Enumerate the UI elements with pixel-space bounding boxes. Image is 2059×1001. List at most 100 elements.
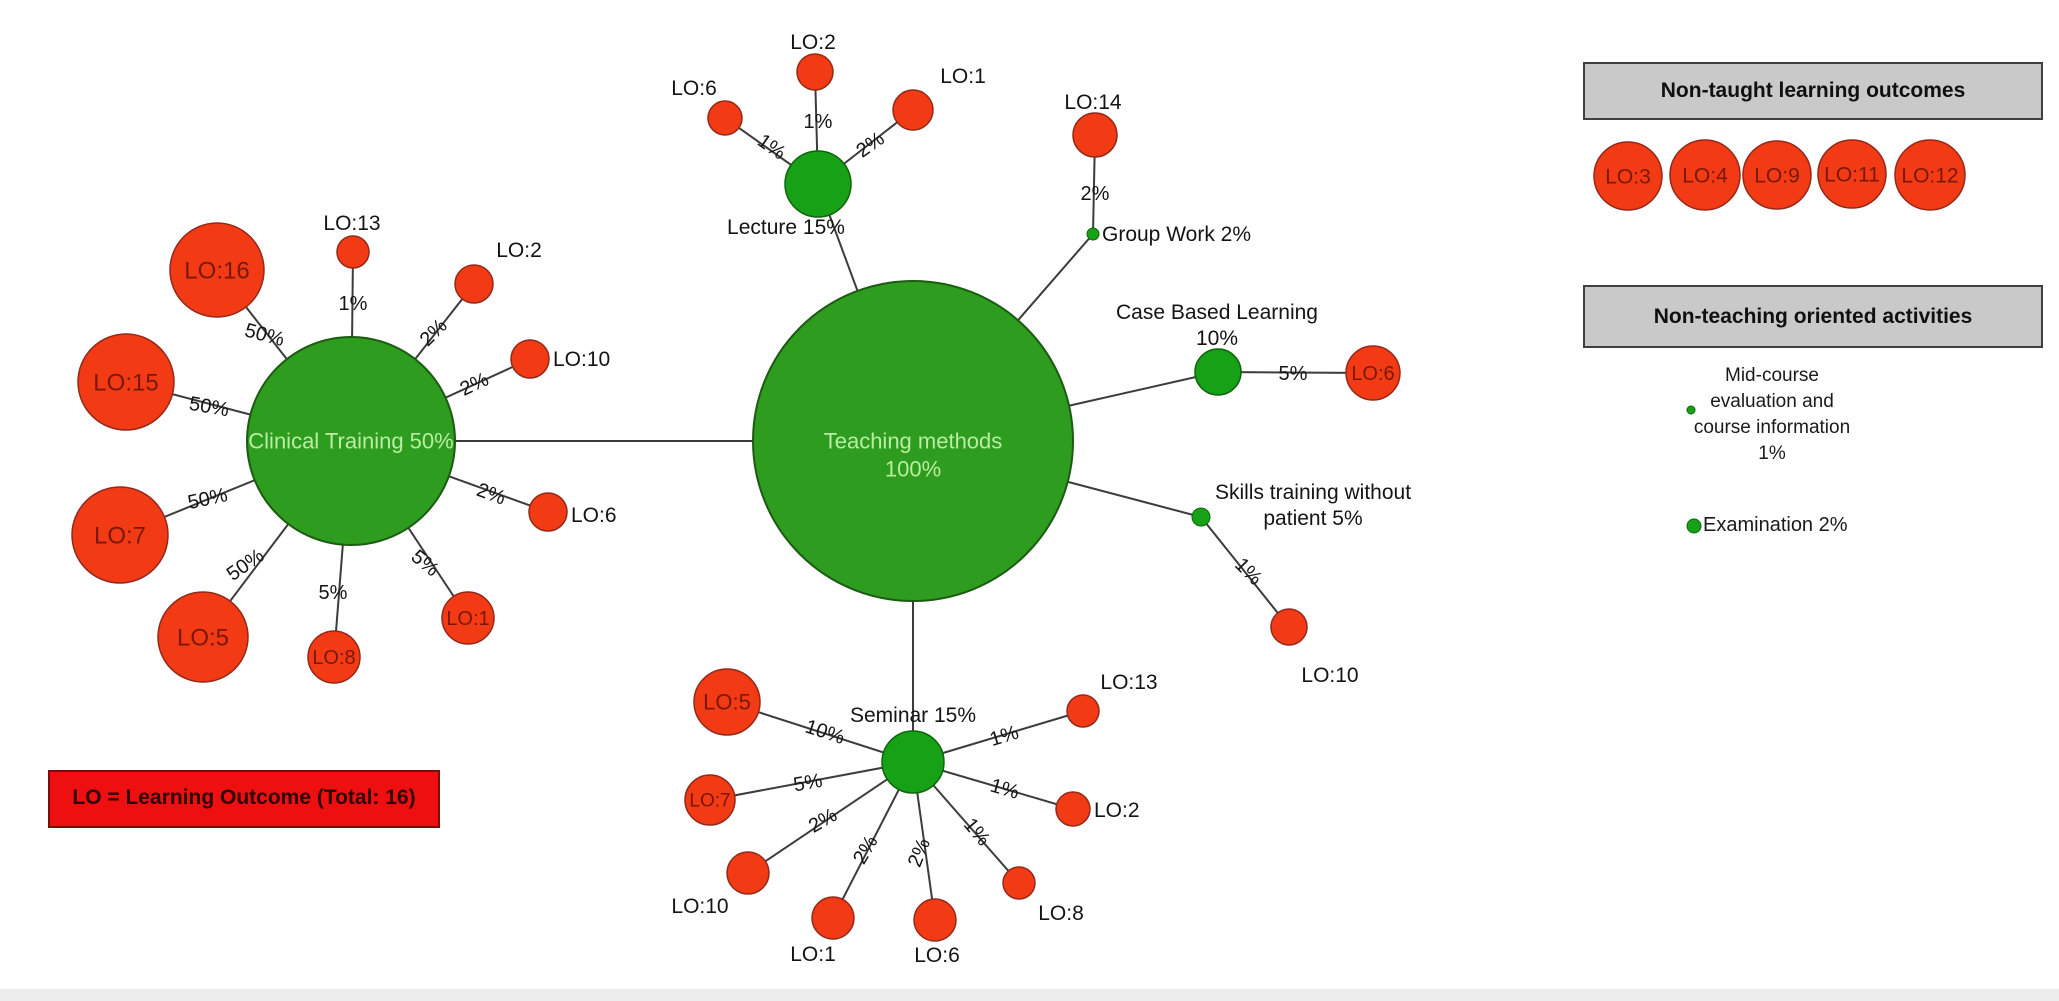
node-c1-circle (441, 591, 495, 645)
node-s6-label: LO:6 (914, 944, 960, 967)
node-s6-circle (913, 898, 957, 942)
node-p12-circle (1894, 139, 1966, 211)
edge-label-s10-seminar: 2% (805, 804, 841, 838)
node-s5-circle (693, 668, 761, 736)
node-c6-circle (528, 492, 568, 532)
node-s2-label: LO:2 (1094, 799, 1140, 822)
node-c16-circle (169, 222, 265, 318)
node-seminar-label: Seminar 15% (850, 704, 976, 727)
edge-label-l2-lecture: 1% (804, 111, 833, 133)
node-c15-label: LO:15 (93, 369, 158, 396)
edge-label-s5-seminar: 10% (802, 716, 847, 749)
node-p9-circle (1742, 140, 1812, 210)
node-skills-label: Skills training without patient 5% (1215, 481, 1411, 530)
node-cbl-label: Case Based Learning 10% (1116, 301, 1318, 350)
edge-label-c7-clinical: 50% (186, 484, 230, 514)
node-p4-circle (1669, 139, 1741, 211)
node-l1-circle (892, 89, 934, 131)
edge-k10-skills (1200, 516, 1290, 628)
node-s5-label: LO:5 (703, 690, 751, 715)
node-s1-circle (811, 896, 855, 940)
midcourse-evaluation-label: Mid-course evaluation and course informa… (1622, 363, 1922, 467)
midcourse-line-1: Mid-course (1725, 365, 1819, 386)
node-c10-circle (510, 339, 550, 379)
node-c5-label: LO:5 (177, 624, 229, 651)
edge-s10-seminar (747, 761, 914, 874)
node-s10-circle (726, 851, 770, 895)
node-k10-circle (1270, 608, 1308, 646)
node-s13-circle (1066, 694, 1100, 728)
node-b6-circle (1345, 345, 1401, 401)
node-c6-label: LO:6 (571, 504, 617, 527)
node-skills-circle (1191, 507, 1211, 527)
edge-label-s2-seminar: 1% (988, 775, 1022, 804)
node-l6-label: LO:6 (671, 77, 717, 100)
edge-label-c10-clinical: 2% (457, 368, 493, 400)
node-seminar-circle (881, 730, 945, 794)
node-p11-circle (1817, 139, 1887, 209)
node-c8-circle (307, 630, 361, 684)
edge-label-s13-seminar: 1% (987, 721, 1021, 751)
node-teaching-label: Teaching methods 100% (824, 429, 1003, 482)
node-teaching-circle (752, 280, 1074, 602)
node-l1-label: LO:1 (940, 65, 986, 88)
node-c7-circle (71, 486, 169, 584)
node-c16-label: LO:16 (184, 257, 249, 284)
node-k10-label: LO:10 (1301, 664, 1358, 687)
non-taught-outcomes-title: Non-taught learning outcomes (1660, 79, 1966, 102)
examination-label: Examination 2% (1703, 514, 1848, 536)
node-l2-label: LO:2 (790, 31, 836, 54)
node-s7-circle (684, 774, 736, 826)
edge-label-c6-clinical: 2% (474, 479, 509, 510)
edge-label-c15-clinical: 50% (187, 393, 230, 422)
node-c1-label: LO:1 (446, 608, 489, 630)
edge-label-c16-clinical: 50% (242, 319, 287, 351)
node-l2-circle (796, 53, 834, 91)
legend-box: LO = Learning Outcome (Total: 16) (48, 770, 440, 828)
midcourse-line-3: course information (1693, 417, 1851, 438)
node-c15-circle (77, 333, 175, 431)
node-groupwork-circle (1086, 227, 1100, 241)
bottom-edge-strip (0, 989, 2059, 1001)
node-s13-label: LO:13 (1100, 671, 1157, 694)
non-teaching-activities-title: Non-teaching oriented activities (1653, 305, 1973, 328)
edge-label-c1-clinical: 5% (407, 546, 443, 582)
node-c13-label: LO:13 (323, 212, 380, 235)
node-c2-label: LO:2 (496, 239, 542, 262)
legend-text: LO = Learning Outcome (Total: 16) (72, 786, 416, 809)
midcourse-line-4: 1% (1758, 443, 1786, 464)
node-c2-circle (454, 264, 494, 304)
node-groupwork-label: Group Work 2% (1102, 223, 1251, 246)
node-p9-label: LO:9 (1754, 164, 1800, 187)
edge-label-s7-seminar: 5% (792, 770, 825, 797)
edge-label-c8-clinical: 5% (319, 582, 348, 604)
node-p12-label: LO:12 (1901, 164, 1958, 187)
node-a_exam-circle (1686, 518, 1702, 534)
node-clinical-label: Clinical Training 50% (248, 429, 453, 454)
node-a_mid-circle (1686, 405, 1696, 415)
edge-label-s1-seminar: 2% (849, 832, 883, 868)
node-p4-label: LO:4 (1682, 164, 1728, 187)
node-c5-circle (157, 591, 249, 683)
node-p3-label: LO:3 (1605, 165, 1651, 188)
node-clinical-circle (246, 336, 456, 546)
non-teaching-activities-header: Non-teaching oriented activities (1583, 285, 2043, 348)
edge-label-c13-clinical: 1% (339, 293, 368, 315)
node-g14-label: LO:14 (1064, 91, 1122, 114)
node-s8-circle (1002, 866, 1036, 900)
node-s2-circle (1055, 791, 1091, 827)
node-p11-label: LO:11 (1824, 163, 1880, 186)
midcourse-line-2: evaluation and (1710, 391, 1834, 412)
node-s1-label: LO:1 (790, 943, 836, 966)
node-s8-label: LO:8 (1038, 902, 1084, 925)
node-p3-circle (1593, 141, 1663, 211)
node-lecture-label: Lecture 15% (727, 216, 845, 239)
node-c10-label: LO:10 (553, 348, 610, 371)
edge-label-s6-seminar: 2% (904, 835, 935, 870)
node-cbl-circle (1194, 348, 1242, 396)
node-lecture-circle (784, 150, 852, 218)
edge-label-b6-cbl: 5% (1279, 363, 1308, 385)
node-c8-label: LO:8 (312, 647, 355, 669)
